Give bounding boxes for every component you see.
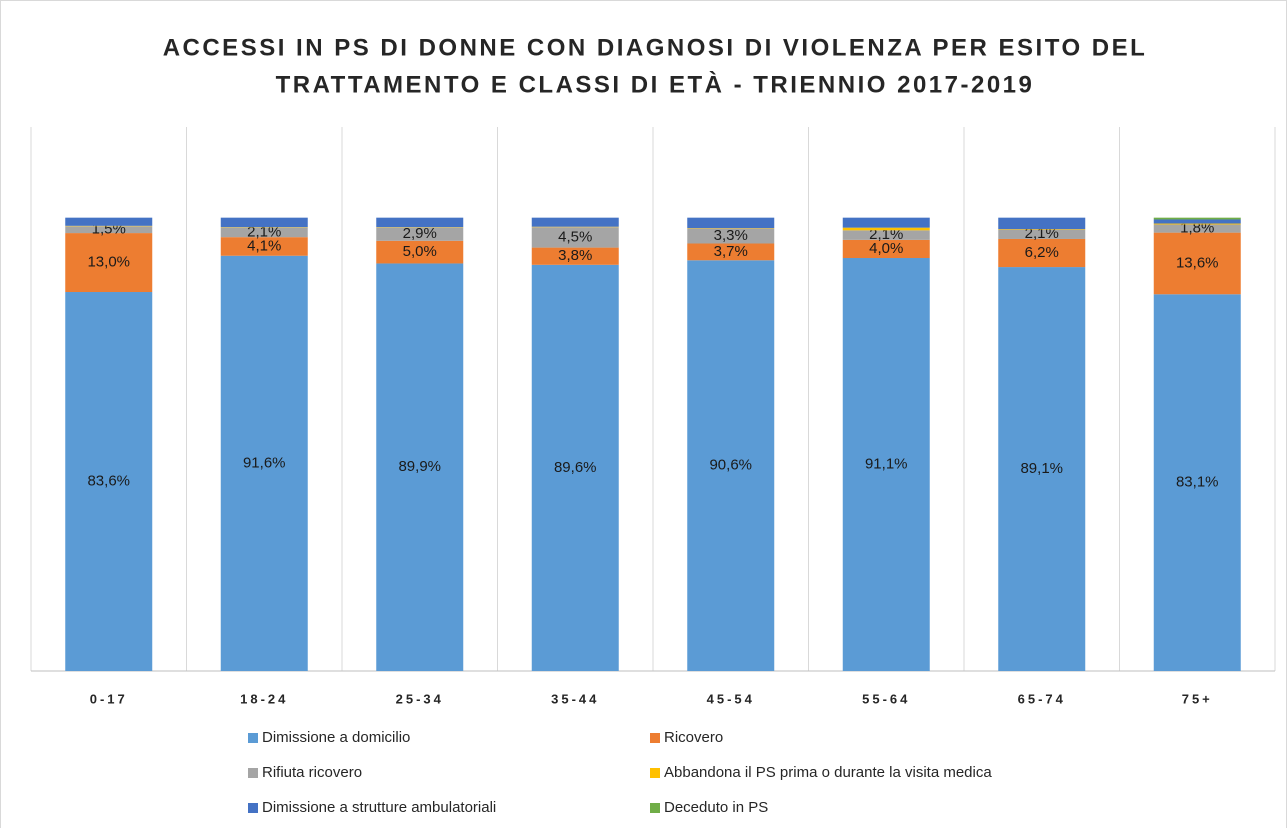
chart-title: TRATTAMENTO E CLASSI DI ETÀ - TRIENNIO 2… bbox=[276, 70, 1035, 98]
bar-segment bbox=[687, 217, 775, 229]
bar-segment bbox=[687, 243, 775, 261]
bar-segment bbox=[65, 292, 153, 671]
bar-segment bbox=[1153, 219, 1241, 224]
x-tick-label: 75+ bbox=[1182, 691, 1213, 706]
data-label: 2,9% bbox=[403, 225, 437, 242]
data-label: 3,3% bbox=[714, 227, 748, 244]
bar-segment bbox=[65, 233, 153, 293]
data-label: 13,6% bbox=[1176, 254, 1219, 271]
x-tick-label: 25-34 bbox=[396, 691, 444, 706]
bar-segment bbox=[220, 227, 308, 238]
bar-segment bbox=[842, 230, 930, 240]
data-label: 83,1% bbox=[1176, 474, 1219, 491]
bar-segment bbox=[376, 217, 464, 228]
bar-segment bbox=[1153, 294, 1241, 671]
x-tick-label: 35-44 bbox=[551, 691, 599, 706]
data-label: 3,7% bbox=[714, 243, 748, 260]
bar-segment bbox=[1153, 223, 1241, 225]
data-label: 89,6% bbox=[554, 459, 597, 476]
bar-segment bbox=[1153, 217, 1241, 220]
bar-segment bbox=[1153, 224, 1241, 233]
bar-segment bbox=[998, 267, 1086, 671]
bar-segment bbox=[376, 263, 464, 671]
bar-segment bbox=[65, 217, 153, 226]
data-label: 13,0% bbox=[87, 254, 130, 271]
bar-segment bbox=[220, 237, 308, 256]
legend-label: Deceduto in PS bbox=[664, 799, 768, 816]
legend-swatch bbox=[650, 733, 660, 743]
data-label: 3,8% bbox=[558, 247, 592, 264]
bar-segment bbox=[687, 228, 775, 244]
bar-segment bbox=[531, 247, 619, 265]
x-tick-label: 0-17 bbox=[90, 691, 128, 706]
legend-label: Dimissione a domicilio bbox=[262, 729, 410, 746]
data-label: 5,0% bbox=[403, 243, 437, 260]
data-label: 91,1% bbox=[865, 455, 908, 472]
data-label: 4,5% bbox=[558, 228, 592, 245]
x-tick-label: 55-64 bbox=[862, 691, 910, 706]
legend-swatch bbox=[650, 768, 660, 778]
bar-segment bbox=[376, 227, 464, 241]
legend-swatch bbox=[248, 768, 258, 778]
bar-segment bbox=[531, 217, 619, 227]
data-label: 89,9% bbox=[398, 458, 441, 475]
data-label: 4,0% bbox=[869, 240, 903, 257]
data-label: 83,6% bbox=[87, 472, 130, 489]
bar-segment bbox=[531, 227, 619, 248]
bar-segment bbox=[65, 226, 153, 234]
bar-segment bbox=[998, 217, 1086, 229]
bar-segment bbox=[842, 258, 930, 671]
data-label: 91,6% bbox=[243, 454, 286, 471]
bar-segment bbox=[998, 238, 1086, 268]
legend-swatch bbox=[248, 803, 258, 813]
x-tick-label: 65-74 bbox=[1018, 691, 1066, 706]
chart-title: ACCESSI IN PS DI DONNE CON DIAGNOSI DI V… bbox=[163, 34, 1148, 61]
bar-segment bbox=[842, 227, 930, 231]
data-label: 6,2% bbox=[1025, 244, 1059, 261]
bar-segment bbox=[1153, 232, 1241, 295]
legend-label: Dimissione a strutture ambulatoriali bbox=[262, 799, 496, 816]
bar-segment bbox=[687, 260, 775, 671]
legend-label: Rifiuta ricovero bbox=[262, 764, 362, 781]
x-tick-label: 18-24 bbox=[240, 691, 288, 706]
bar-segment bbox=[998, 229, 1086, 239]
data-label: 90,6% bbox=[709, 457, 752, 474]
bar-segment bbox=[220, 255, 308, 671]
legend-label: Ricovero bbox=[664, 729, 723, 746]
legend-swatch bbox=[248, 733, 258, 743]
x-tick-label: 45-54 bbox=[707, 691, 755, 706]
bar-segment bbox=[220, 217, 308, 228]
data-label: 89,1% bbox=[1020, 460, 1063, 477]
legend-swatch bbox=[650, 803, 660, 813]
bar-segment bbox=[842, 239, 930, 259]
bar-segment bbox=[531, 264, 619, 671]
data-label: 4,1% bbox=[247, 237, 281, 254]
bar-segment bbox=[376, 240, 464, 264]
legend-label: Abbandona il PS prima o durante la visit… bbox=[664, 764, 992, 781]
bar-segment bbox=[842, 217, 930, 228]
